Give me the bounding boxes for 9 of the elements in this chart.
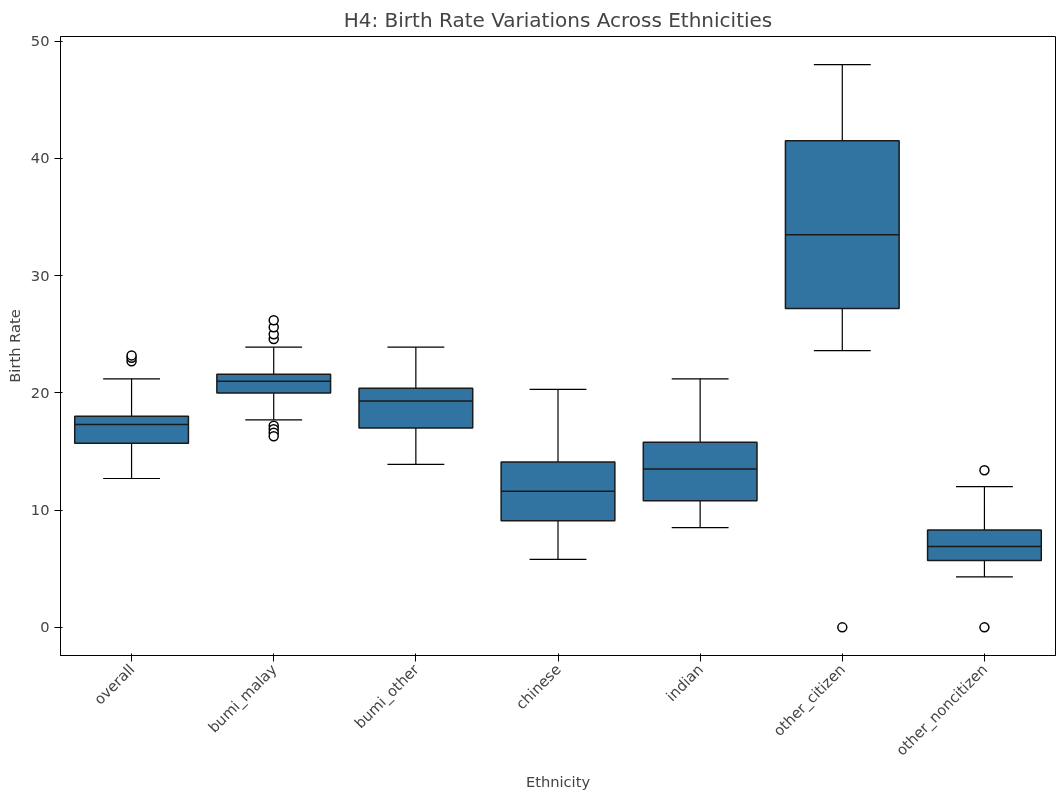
y-tick-label: 10: [30, 501, 50, 519]
y-tick-label: 30: [30, 266, 50, 284]
x-axis-title: Ethnicity: [525, 772, 591, 790]
y-axis-title: Birth Rate: [5, 309, 23, 383]
y-tick-label: 40: [30, 149, 50, 167]
chart-title: H4: Birth Rate Variations Across Ethnicities: [343, 7, 773, 32]
y-tick-label: 0: [40, 618, 50, 636]
y-tick-label: 50: [30, 32, 50, 50]
y-tick-label: 20: [30, 383, 50, 401]
